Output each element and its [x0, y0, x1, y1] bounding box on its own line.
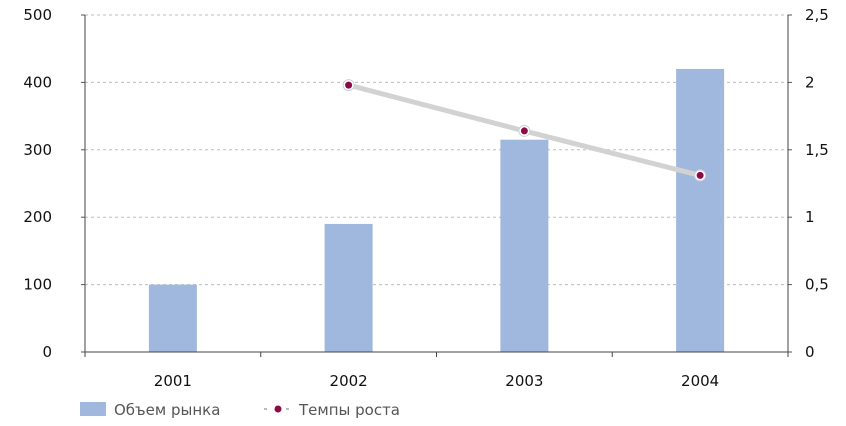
- legend: Объем рынка Темпы роста: [80, 401, 400, 419]
- line-series: [342, 79, 707, 182]
- x-tick-label: 2001: [154, 372, 192, 390]
- y-right-tick-label: 1,5: [805, 141, 829, 159]
- y-right-tick-label: 0: [805, 343, 815, 361]
- bar: [500, 139, 549, 352]
- bar: [324, 223, 373, 352]
- legend-line-label: Темпы роста: [298, 401, 400, 419]
- y-right-tick-label: 0,5: [805, 276, 829, 294]
- x-tick-label: 2004: [681, 372, 719, 390]
- y-left-tick-label: 300: [23, 141, 52, 159]
- y-right-tick-label: 1: [805, 208, 815, 226]
- bar: [676, 68, 725, 353]
- rate-point: [345, 81, 353, 89]
- rate-point: [696, 171, 704, 179]
- y-left-tick-label: 200: [23, 208, 52, 226]
- y-left-tick-label: 500: [23, 6, 52, 24]
- axes: [81, 14, 792, 357]
- y-right-tick-label: 2,5: [805, 6, 829, 24]
- rate-point: [520, 127, 528, 135]
- x-tick-label: 2003: [505, 372, 543, 390]
- legend-bar-label: Объем рынка: [114, 401, 220, 419]
- bar-series: [148, 68, 725, 353]
- y-left-tick-label: 0: [42, 343, 52, 361]
- legend-line-marker: [274, 405, 282, 413]
- y-left-tick-label: 400: [23, 73, 52, 91]
- y-left-tick-label: 100: [23, 276, 52, 294]
- legend-bar-swatch: [80, 402, 106, 416]
- x-tick-label: 2002: [330, 372, 368, 390]
- bar: [148, 284, 197, 352]
- y-right-tick-label: 2: [805, 73, 815, 91]
